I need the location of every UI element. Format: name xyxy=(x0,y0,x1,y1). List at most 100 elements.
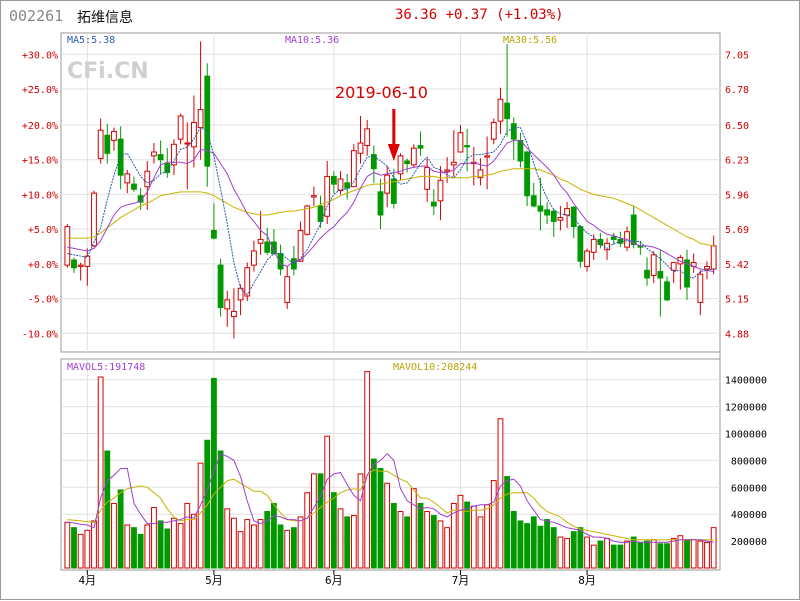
volume-bar-up xyxy=(490,480,497,569)
stock-code: 002261 xyxy=(9,7,64,25)
volume-bar-down xyxy=(164,528,171,569)
candle-up xyxy=(324,175,331,217)
volume-bar-up xyxy=(350,515,357,569)
volume-bar-up xyxy=(424,511,431,569)
volume-tick: 1200000 xyxy=(725,403,767,414)
candle-up xyxy=(197,109,204,129)
percent-tick: +0.0% xyxy=(28,260,58,271)
candle-up xyxy=(244,267,251,297)
moving-averages xyxy=(67,126,714,296)
volume-bar-down xyxy=(104,450,111,569)
candle-down xyxy=(617,238,624,244)
candle-down xyxy=(530,195,537,207)
candle-up xyxy=(477,169,484,179)
percent-tick: -10.0% xyxy=(22,329,58,340)
volume-bar-up xyxy=(257,519,264,569)
volume-bar-down xyxy=(317,473,324,569)
volume-bar-down xyxy=(664,543,670,569)
volume-bar-down xyxy=(377,467,384,569)
volume-bar-up xyxy=(184,502,191,569)
date-axis: 4月 5月 6月 7月 8月 xyxy=(79,574,596,587)
candle-up xyxy=(64,226,71,266)
ma5-line xyxy=(67,126,714,296)
volume-bar-up xyxy=(557,536,564,569)
ma10-label: MA10:5.36 xyxy=(285,35,339,46)
candle-up xyxy=(704,265,710,270)
candle-down xyxy=(417,145,424,149)
volume-bar-down xyxy=(217,450,224,569)
candle-up xyxy=(124,173,131,184)
percent-tick: +15.0% xyxy=(22,156,58,167)
candle-up xyxy=(171,143,177,166)
percent-tick: -5.0% xyxy=(28,295,58,306)
candle-up xyxy=(424,166,431,190)
volume-bar-down xyxy=(330,492,337,569)
price-quote: 36.36 +0.37 (+1.03%) xyxy=(395,7,564,23)
volume-bar-up xyxy=(77,533,84,569)
volume-bar-down xyxy=(530,516,537,569)
price-tick: 5.96 xyxy=(725,190,749,201)
volume-bar-up xyxy=(364,371,371,569)
volume-tick: 200000 xyxy=(731,537,767,548)
volume-bar-down xyxy=(131,527,137,569)
price-tick: 4.88 xyxy=(725,329,749,340)
volume-bar-down xyxy=(417,502,424,569)
percent-tick: +20.0% xyxy=(22,121,58,132)
mavol5-label: MAVOL5:191748 xyxy=(67,362,145,373)
volume-bar-down xyxy=(684,539,690,569)
candle-down xyxy=(517,139,524,162)
volume-bar-down xyxy=(617,544,624,569)
volume-bar-up xyxy=(177,523,184,569)
ma30-line xyxy=(67,168,714,247)
candle-down xyxy=(71,259,77,269)
candle-down xyxy=(630,214,637,246)
candle-down xyxy=(404,160,411,165)
candle-down xyxy=(664,281,670,301)
volume-bar-up xyxy=(231,517,237,569)
month-label: 5月 xyxy=(205,574,223,587)
candle-down xyxy=(524,151,530,197)
volume-bar-up xyxy=(397,511,404,569)
percent-tick: +10.0% xyxy=(22,190,58,201)
mavol10-label: MAVOL10:208244 xyxy=(393,362,477,373)
volume-bar-up xyxy=(244,519,251,569)
volume-bar-down xyxy=(404,516,411,569)
candle-up xyxy=(97,129,104,159)
price-tick: 6.78 xyxy=(725,85,749,96)
volume-bar-up xyxy=(444,527,451,569)
candle-down xyxy=(510,123,517,140)
candle-up xyxy=(584,250,590,267)
candle-up xyxy=(384,174,391,194)
date-annotation: 2019-06-10 xyxy=(335,83,428,161)
candle-up xyxy=(297,229,304,262)
candle-down xyxy=(657,271,664,279)
candle-down xyxy=(164,163,171,174)
candle-down xyxy=(330,175,337,185)
candle-down xyxy=(550,210,557,222)
candle-up xyxy=(710,245,717,270)
volume-bar-up xyxy=(410,488,417,569)
candle-down xyxy=(544,209,550,216)
candle-up xyxy=(457,132,464,153)
volume-bar-down xyxy=(344,516,351,569)
volume-axis: 1400000 1200000 1000000 800000 600000 400000 2… xyxy=(725,376,767,548)
volume-bar-down xyxy=(270,502,277,569)
candle-down xyxy=(430,201,437,207)
candle-up xyxy=(564,208,570,216)
volume-bar-down xyxy=(290,527,297,569)
candle-up xyxy=(437,179,444,202)
grid-lines xyxy=(61,33,720,575)
month-label: 4月 xyxy=(79,574,97,587)
candle-up xyxy=(191,121,197,148)
volume-bar-down xyxy=(544,519,550,569)
candle-up xyxy=(697,273,704,303)
volume-bar-up xyxy=(304,492,311,569)
volume-bar-up xyxy=(710,527,717,569)
price-axis: 7.05 6.78 6.50 6.23 5.96 5.69 5.42 5.15 4.88 xyxy=(725,50,749,340)
volume-bar-down xyxy=(264,511,271,569)
month-label: 7月 xyxy=(452,574,470,587)
volume-bar-up xyxy=(111,502,117,569)
volume-bar-up xyxy=(171,517,177,569)
volume-bar-down xyxy=(550,527,557,569)
